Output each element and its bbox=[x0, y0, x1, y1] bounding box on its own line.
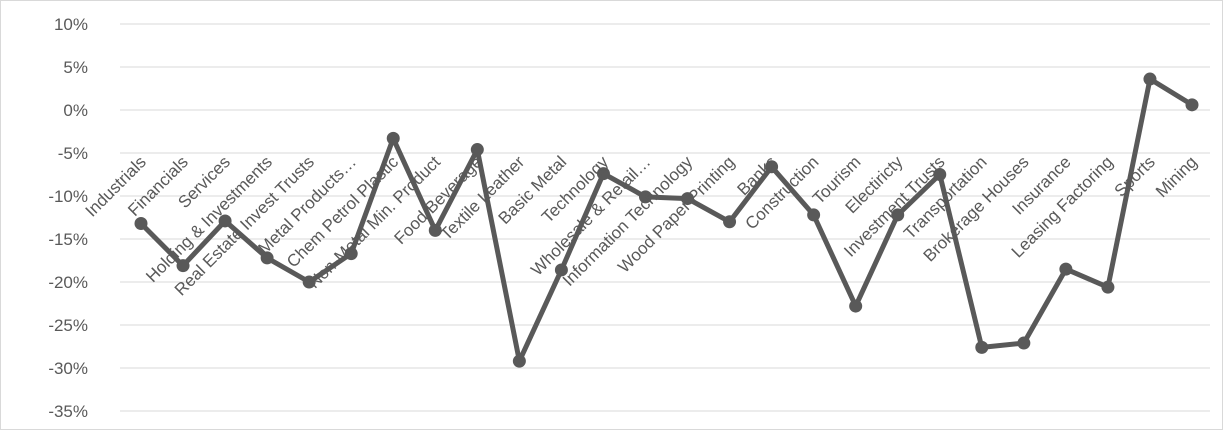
data-point bbox=[807, 208, 821, 222]
data-point bbox=[344, 247, 358, 261]
y-axis-tick-labels: 10% 5% 0% -5% -10% -15% -20% -25% -30% -35% bbox=[48, 15, 88, 421]
data-point bbox=[218, 214, 232, 228]
data-point bbox=[933, 168, 947, 181]
series-line bbox=[138, 76, 1195, 364]
y-tick-label: -30% bbox=[48, 359, 88, 378]
data-point bbox=[386, 131, 400, 145]
data-point bbox=[1017, 336, 1031, 350]
data-point bbox=[849, 299, 863, 313]
y-tick-label: 10% bbox=[54, 15, 88, 34]
data-point bbox=[891, 208, 905, 222]
y-tick-label: 5% bbox=[63, 58, 88, 77]
data-point bbox=[260, 251, 274, 265]
data-point bbox=[554, 263, 568, 277]
x-category-label: Mining bbox=[1152, 152, 1201, 201]
data-point bbox=[1143, 72, 1157, 86]
data-point bbox=[1059, 262, 1073, 276]
data-point bbox=[1101, 280, 1115, 294]
y-tick-label: -20% bbox=[48, 273, 88, 292]
data-point bbox=[512, 354, 526, 368]
data-point bbox=[302, 275, 316, 289]
data-point bbox=[176, 259, 190, 273]
data-point bbox=[1185, 98, 1199, 112]
data-point bbox=[428, 223, 442, 237]
y-tick-label: -25% bbox=[48, 316, 88, 335]
data-point bbox=[596, 167, 610, 181]
data-point bbox=[765, 160, 779, 174]
y-tick-label: -15% bbox=[48, 230, 88, 249]
data-point bbox=[681, 192, 695, 206]
y-tick-label: -10% bbox=[48, 187, 88, 206]
data-point bbox=[723, 215, 737, 229]
y-tick-label: -5% bbox=[58, 144, 88, 163]
data-point bbox=[470, 143, 484, 157]
data-point bbox=[638, 190, 652, 204]
series bbox=[134, 72, 1199, 368]
y-tick-label: 0% bbox=[63, 101, 88, 120]
data-point bbox=[134, 217, 148, 231]
data-point bbox=[975, 340, 989, 354]
y-tick-label: -35% bbox=[48, 402, 88, 421]
